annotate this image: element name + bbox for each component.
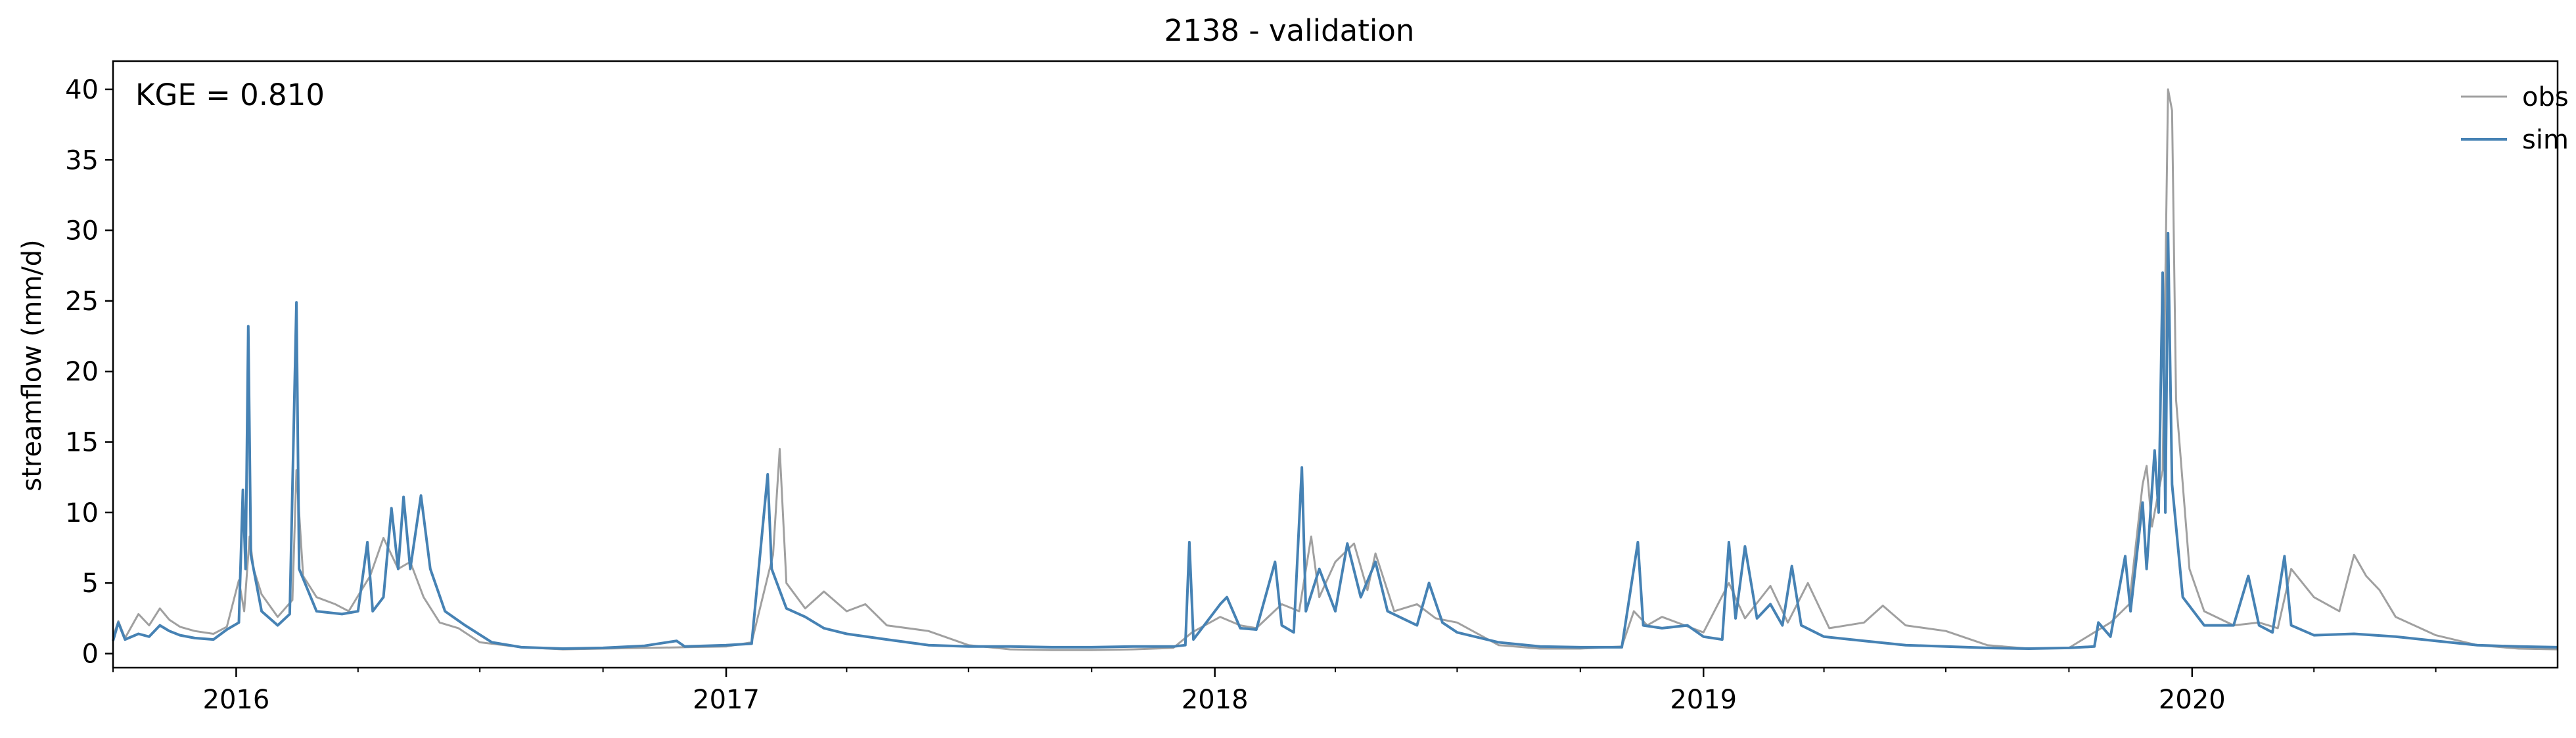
y-tick-label: 0 <box>82 639 99 670</box>
legend-label-obs: obs <box>2522 82 2569 112</box>
legend-label-sim: sim <box>2522 125 2569 155</box>
y-tick-label: 25 <box>65 287 99 317</box>
y-tick-label: 40 <box>65 75 99 105</box>
x-axis-ticks: 2016 2017 2018 2019 2020 <box>203 668 2226 715</box>
plot-series <box>112 88 2558 651</box>
x-tick-label: 2017 <box>693 685 760 715</box>
legend: obs sim <box>2461 82 2569 155</box>
y-tick-label: 5 <box>82 568 99 599</box>
x-tick-label: 2018 <box>1182 685 1249 715</box>
x-tick-label: 2016 <box>203 685 270 715</box>
kge-annotation: KGE = 0.810 <box>135 78 325 112</box>
x-tick-label: 2020 <box>2159 685 2226 715</box>
y-axis-label: streamflow (mm/d) <box>17 239 47 491</box>
series-line-sim <box>112 231 2558 650</box>
chart-title: 2138 - validation <box>1164 13 1415 48</box>
x-tick-label: 2019 <box>1670 685 1737 715</box>
y-tick-label: 20 <box>65 357 99 387</box>
y-tick-label: 30 <box>65 216 99 246</box>
y-tick-label: 10 <box>65 498 99 528</box>
y-tick-label: 15 <box>65 428 99 458</box>
y-axis-ticks: 0 5 10 15 20 25 30 35 40 <box>65 75 113 670</box>
plot-frame <box>112 60 2559 669</box>
y-tick-label: 35 <box>65 145 99 175</box>
series-line-obs <box>112 88 2558 651</box>
